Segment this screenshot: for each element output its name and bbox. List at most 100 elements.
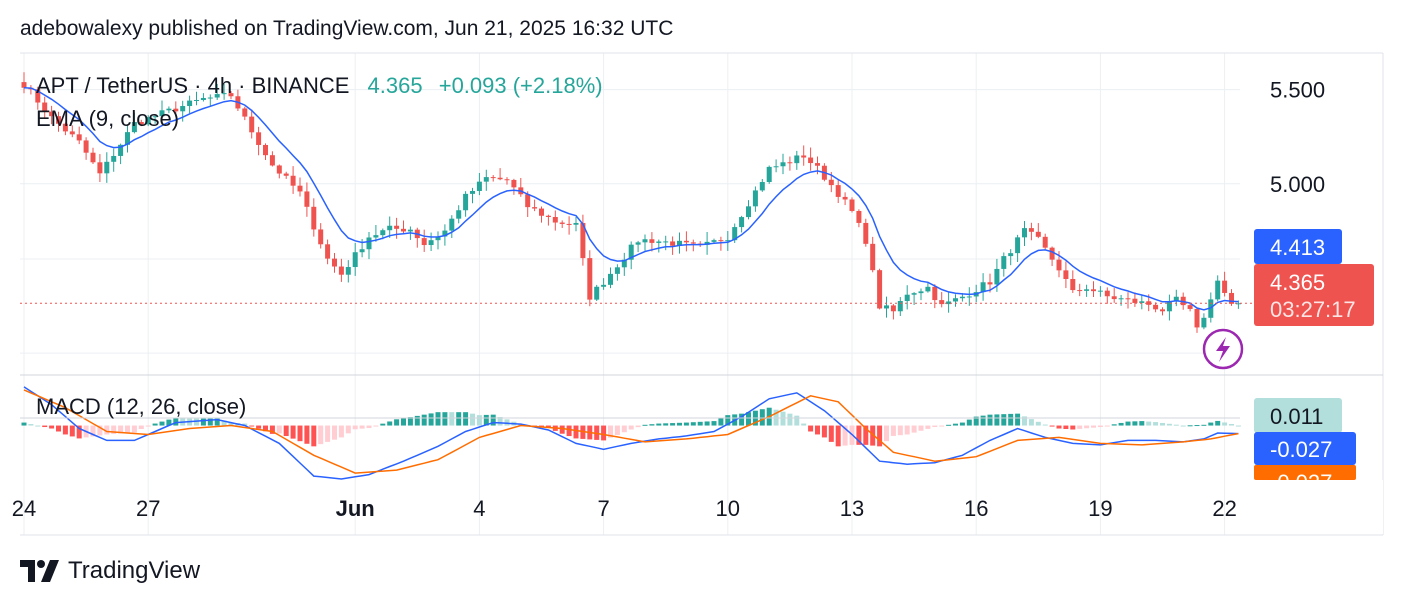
histogram-bar (1008, 413, 1014, 426)
candle-body (987, 282, 993, 285)
histogram-bar (318, 425, 324, 445)
histogram-bar (690, 422, 696, 426)
candle-body (1194, 308, 1200, 328)
ema-legend[interactable]: EMA (9, close) (36, 106, 179, 131)
histogram-bar (649, 424, 655, 426)
candle-body (925, 286, 931, 292)
histogram-bar (125, 425, 130, 433)
candle-body (911, 293, 917, 295)
candle-body (532, 207, 538, 209)
candle-body (794, 155, 800, 164)
histogram-bar (842, 425, 848, 446)
histogram-bar (608, 425, 613, 438)
candle-body (752, 190, 758, 207)
histogram-bar (194, 418, 199, 426)
histogram-bar (656, 423, 662, 426)
histogram-bar (76, 425, 82, 439)
candle-body (242, 108, 248, 117)
candle-body (69, 131, 75, 135)
histogram-bar (663, 423, 669, 426)
histogram-bar (614, 425, 620, 435)
histogram-bar (111, 425, 117, 434)
histogram-bar (959, 422, 965, 426)
histogram-bar (497, 417, 503, 426)
candle-body (76, 134, 82, 141)
alert-icon[interactable] (1202, 328, 1244, 370)
candle-body (670, 241, 676, 246)
candle-body (787, 162, 793, 164)
candle-body (366, 237, 372, 250)
histogram-badge: 0.011 (1254, 398, 1342, 433)
macd-legend[interactable]: MACD (12, 26, close) (36, 394, 246, 419)
candle-body (1166, 301, 1172, 312)
candle-body (759, 182, 765, 191)
histogram-bar (780, 411, 786, 426)
candle-body (318, 229, 324, 245)
histogram-bar (904, 425, 910, 435)
histogram-bar (421, 414, 427, 426)
time-tick-label: 13 (840, 496, 864, 521)
candle-body (442, 230, 448, 237)
candle-body (1035, 231, 1041, 237)
histogram-bar (953, 423, 958, 426)
histogram-bar (918, 425, 924, 431)
candle-body (476, 181, 482, 191)
candle-body (304, 191, 310, 207)
candle-body (1015, 237, 1021, 254)
histogram-bar (828, 425, 834, 442)
candle-body (739, 217, 745, 228)
histogram-bar (283, 425, 289, 437)
histogram-bar (263, 425, 268, 432)
candle-body (1229, 292, 1234, 304)
histogram-bar (256, 425, 262, 429)
tradingview-logo-icon (20, 560, 59, 582)
histogram-bar (131, 425, 137, 433)
histogram-bar (159, 421, 165, 426)
histogram-bar (90, 425, 96, 437)
histogram-bar (338, 425, 344, 438)
time-tick-label: 7 (597, 496, 609, 521)
histogram-bar (711, 421, 717, 426)
histogram-bar (387, 421, 393, 426)
candle-body (49, 111, 55, 117)
histogram-bar (49, 425, 55, 429)
candle-body (953, 298, 958, 302)
candle-body (180, 106, 186, 112)
histogram-bar (739, 413, 745, 426)
candle-body (325, 244, 331, 259)
candle-body (62, 123, 68, 132)
candle-body (587, 258, 593, 300)
histogram-bar (242, 423, 248, 426)
candle-body (435, 236, 441, 241)
candle-body (732, 227, 738, 241)
histogram-bar (1049, 425, 1055, 427)
histogram-bar (483, 414, 489, 426)
histogram-bar (725, 415, 731, 426)
histogram-bar (621, 425, 627, 433)
histogram-bar (1070, 425, 1076, 430)
histogram-bar (62, 425, 68, 435)
histogram-bar (366, 425, 372, 429)
candle-body (283, 173, 289, 176)
candle-body (780, 162, 786, 167)
candle-body (663, 241, 669, 243)
histogram-bar (1215, 420, 1221, 426)
histogram-bar (359, 425, 365, 429)
histogram-bar (221, 420, 227, 426)
candle-body (1091, 289, 1096, 292)
histogram-bar (311, 425, 317, 447)
candle-body (200, 97, 206, 100)
candle-body (338, 266, 344, 275)
candle-body (269, 155, 275, 166)
candle-body (1215, 280, 1221, 300)
symbol-legend[interactable]: APT / TetherUS · 4h · BINANCE 4.365 +0.0… (36, 73, 603, 98)
candle-body (890, 305, 896, 312)
histogram-bar (1042, 424, 1048, 426)
candle-body (401, 228, 406, 232)
histogram-bar (118, 425, 124, 434)
histogram-bar (884, 425, 889, 442)
tradingview-brand[interactable]: TradingView (20, 557, 200, 585)
candle-body (856, 210, 862, 223)
candle-body (1097, 290, 1103, 292)
